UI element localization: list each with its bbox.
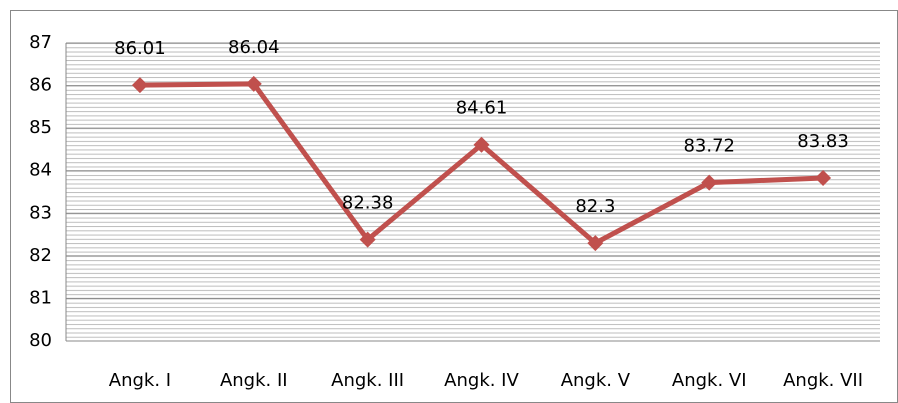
x-tick-label: Angk. IV: [444, 370, 519, 391]
data-label: 82.38: [342, 193, 394, 214]
data-label: 83.83: [797, 131, 849, 152]
y-tick-label: 86: [29, 75, 52, 96]
data-point: [473, 136, 490, 153]
data-point: [701, 174, 718, 191]
y-tick-label: 81: [29, 287, 52, 308]
x-tick-label: Angk. I: [109, 370, 171, 391]
x-tick-label: Angk. VI: [672, 370, 747, 391]
x-tick-label: Angk. VII: [783, 370, 863, 391]
data-point: [359, 231, 376, 248]
minor-grid: [66, 43, 880, 341]
data-point: [815, 169, 832, 186]
y-tick-label: 80: [29, 330, 52, 351]
data-label: 86.04: [228, 37, 280, 58]
y-tick-label: 87: [29, 32, 52, 53]
y-tick-label: 85: [29, 117, 52, 138]
data-label: 84.61: [456, 98, 508, 119]
data-label: 82.3: [575, 196, 615, 217]
data-point: [587, 235, 604, 252]
data-point: [131, 77, 148, 94]
x-tick-label: Angk. II: [220, 370, 288, 391]
y-tick-label: 82: [29, 245, 52, 266]
x-tick-label: Angk. III: [331, 370, 404, 391]
data-label: 86.01: [114, 38, 166, 59]
y-tick-label: 84: [29, 160, 52, 181]
y-tick-label: 83: [29, 202, 52, 223]
data-label: 83.72: [683, 136, 735, 157]
data-point: [245, 75, 262, 92]
x-tick-label: Angk. V: [561, 370, 631, 391]
